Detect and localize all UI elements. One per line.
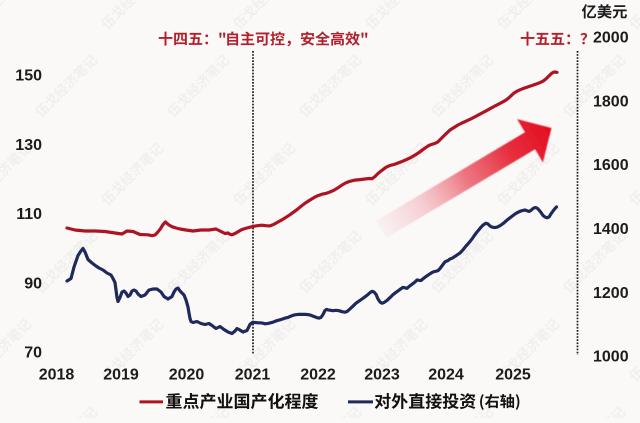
svg-text:1000: 1000 bbox=[593, 349, 629, 366]
svg-text:2022: 2022 bbox=[300, 366, 336, 383]
svg-text:2021: 2021 bbox=[235, 366, 271, 383]
svg-text:150: 150 bbox=[15, 68, 42, 85]
svg-text:1600: 1600 bbox=[593, 157, 629, 174]
svg-text:1800: 1800 bbox=[593, 93, 629, 110]
svg-text:2019: 2019 bbox=[103, 366, 139, 383]
svg-text:90: 90 bbox=[24, 275, 42, 292]
svg-text:1400: 1400 bbox=[593, 221, 629, 238]
svg-text:70: 70 bbox=[24, 345, 42, 362]
svg-text:2020: 2020 bbox=[169, 366, 205, 383]
svg-text:2025: 2025 bbox=[495, 366, 531, 383]
svg-text:2000: 2000 bbox=[593, 30, 629, 47]
svg-text:1200: 1200 bbox=[593, 285, 629, 302]
svg-text:110: 110 bbox=[16, 206, 42, 223]
svg-text:2024: 2024 bbox=[428, 366, 464, 383]
svg-text:2023: 2023 bbox=[364, 366, 400, 383]
svg-text:130: 130 bbox=[15, 137, 42, 154]
svg-text:2018: 2018 bbox=[39, 366, 75, 383]
